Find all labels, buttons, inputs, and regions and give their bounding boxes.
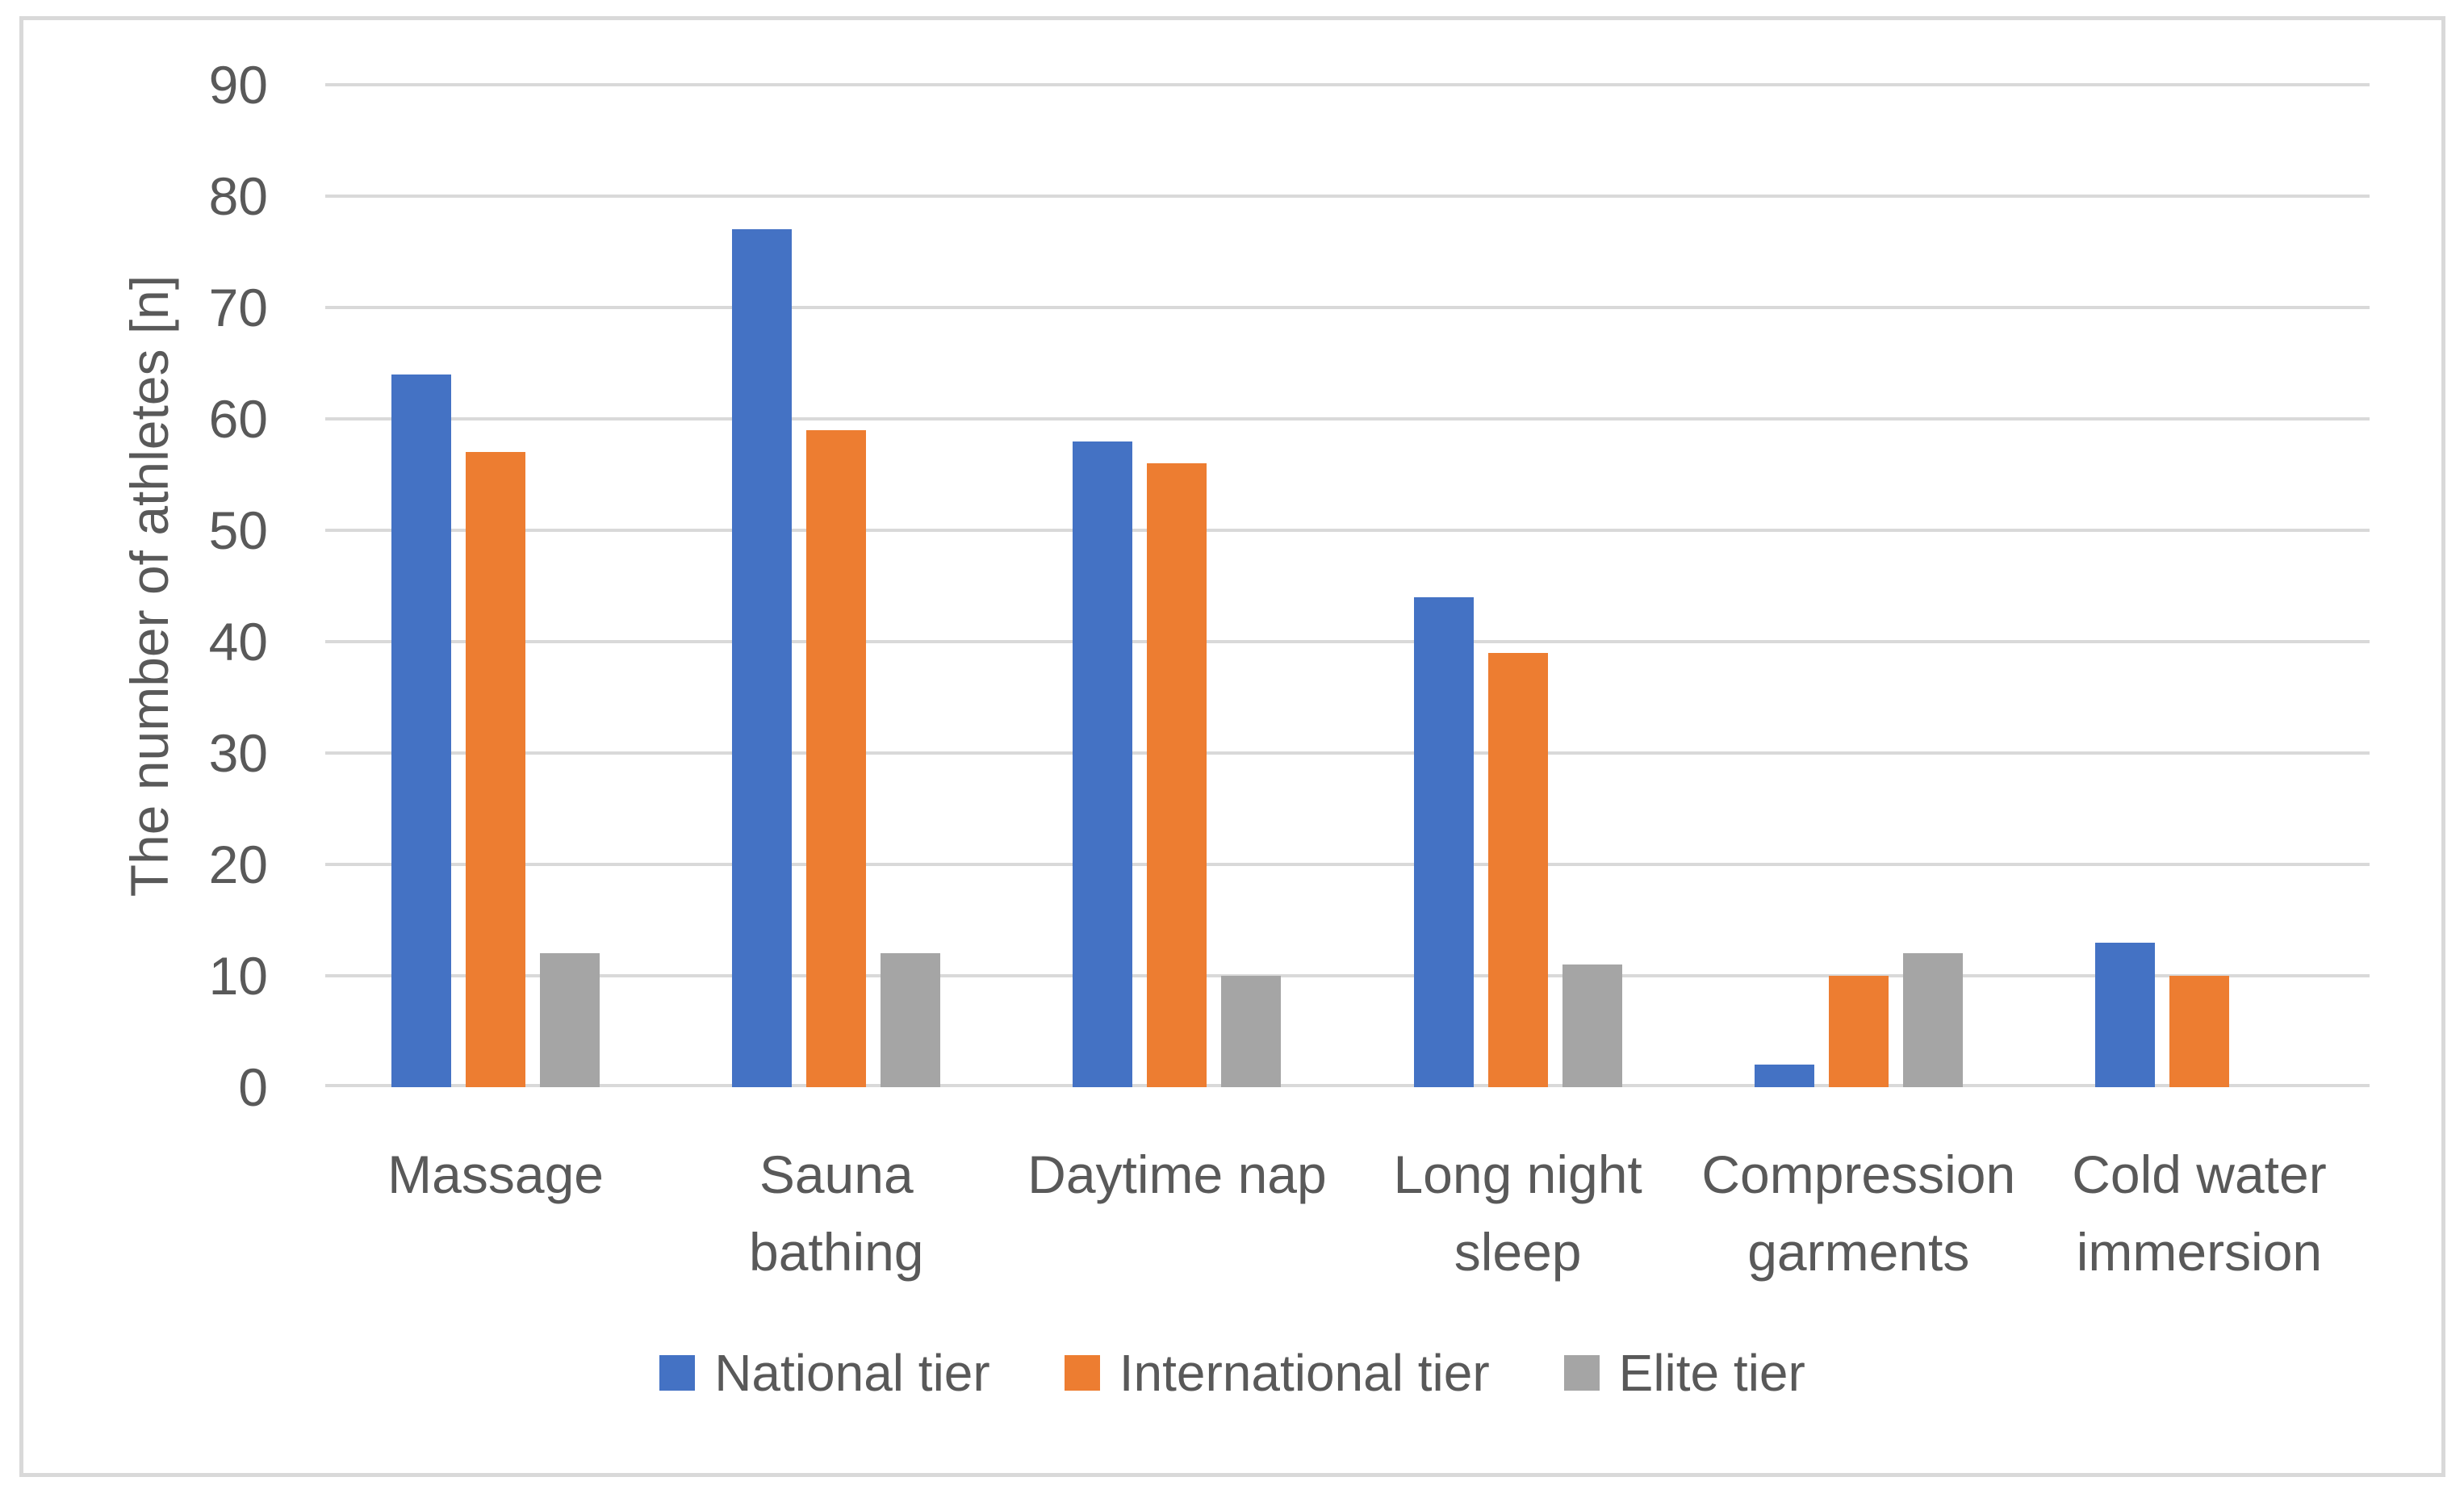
bar-national-tier-6 bbox=[2094, 942, 2155, 1087]
y-tick-label-50: 50 bbox=[208, 500, 268, 560]
legend: National tier International tier Elite tie… bbox=[19, 1328, 2445, 1418]
legend-swatch-icon bbox=[659, 1355, 696, 1391]
bar-international-tier-5 bbox=[1828, 976, 1889, 1087]
bar-group-6 bbox=[2029, 85, 2370, 1087]
bar-national-tier-3 bbox=[1073, 441, 1133, 1087]
x-category-label-3: Daytime nap bbox=[1027, 1144, 1327, 1204]
x-axis: Massage Sauna bathing Daytime nap Long nigh… bbox=[325, 1136, 2370, 1291]
gridline-50 bbox=[325, 529, 2370, 532]
gridline-30 bbox=[325, 751, 2370, 755]
plot-area bbox=[325, 83, 2370, 1087]
y-axis: 0 10 20 30 40 50 60 70 80 90 bbox=[81, 58, 268, 1114]
gridline-40 bbox=[325, 640, 2370, 644]
bar-group-4 bbox=[1348, 85, 1688, 1087]
legend-swatch-icon bbox=[1563, 1355, 1600, 1391]
bar-group-1 bbox=[325, 85, 666, 1087]
bar-international-tier-6 bbox=[2169, 976, 2229, 1087]
legend-label: Elite tier bbox=[1618, 1344, 1805, 1402]
y-tick-label-10: 10 bbox=[208, 945, 268, 1006]
bar-national-tier-2 bbox=[732, 229, 793, 1087]
legend-swatch-icon bbox=[1064, 1355, 1100, 1391]
bar-international-tier-2 bbox=[806, 429, 867, 1087]
y-tick-label-30: 30 bbox=[208, 723, 268, 783]
bar-international-tier-1 bbox=[466, 452, 526, 1087]
bar-elite-tier-2 bbox=[881, 953, 941, 1087]
bar-group-3 bbox=[1006, 85, 1347, 1087]
y-tick-label-60: 60 bbox=[208, 389, 268, 449]
y-tick-label-70: 70 bbox=[208, 277, 268, 337]
gridline-10 bbox=[325, 974, 2370, 978]
gridline-80 bbox=[325, 195, 2370, 199]
y-tick-label-40: 40 bbox=[208, 612, 268, 672]
bar-group-5 bbox=[1688, 85, 2029, 1087]
bar-international-tier-4 bbox=[1487, 652, 1548, 1087]
bar-elite-tier-5 bbox=[1902, 953, 1963, 1087]
x-category-label-6: Cold water immersion bbox=[2072, 1144, 2327, 1282]
gridline-20 bbox=[325, 863, 2370, 867]
bar-elite-tier-1 bbox=[540, 953, 600, 1087]
gridline-90 bbox=[325, 83, 2370, 86]
y-tick-label-90: 90 bbox=[208, 55, 268, 115]
bar-national-tier-5 bbox=[1754, 1065, 1814, 1087]
gridline-70 bbox=[325, 306, 2370, 309]
legend-item-international-tier: International tier bbox=[1064, 1344, 1490, 1402]
x-category-label-1: Massage bbox=[387, 1144, 604, 1204]
bar-elite-tier-4 bbox=[1562, 964, 1622, 1087]
bar-elite-tier-3 bbox=[1221, 976, 1282, 1087]
x-category-label-2: Sauna bathing bbox=[748, 1144, 924, 1282]
legend-label: National tier bbox=[714, 1344, 990, 1402]
x-category-label-5: Compression garments bbox=[1701, 1144, 2016, 1282]
gridline-60 bbox=[325, 417, 2370, 421]
y-tick-label-0: 0 bbox=[238, 1057, 268, 1117]
bar-group-2 bbox=[666, 85, 1006, 1087]
y-tick-label-20: 20 bbox=[208, 835, 268, 894]
y-tick-label-80: 80 bbox=[208, 165, 268, 226]
bar-international-tier-3 bbox=[1147, 463, 1207, 1087]
x-category-label-4: Long night sleep bbox=[1393, 1144, 1642, 1282]
bar-national-tier-1 bbox=[391, 374, 452, 1087]
legend-item-national-tier: National tier bbox=[659, 1347, 990, 1399]
bar-national-tier-4 bbox=[1413, 596, 1474, 1087]
legend-label: International tier bbox=[1119, 1344, 1490, 1402]
gridline-0 bbox=[325, 1084, 2370, 1087]
legend-item-elite-tier: Elite tier bbox=[1563, 1344, 1805, 1402]
